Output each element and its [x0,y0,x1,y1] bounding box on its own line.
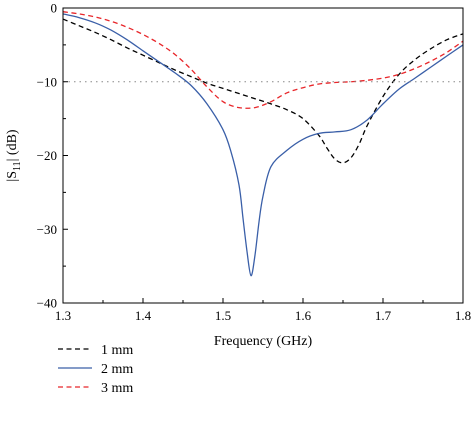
legend: 1 mm 2 mm 3 mm [58,343,133,396]
x-tick-label: 1.3 [55,308,71,323]
legend-label-3-mm: 3 mm [101,381,133,396]
y-axis-ticks: 0 −10 −20 −30 −40 [37,1,68,311]
series-line-2-mm [63,13,463,277]
y-axis-title: |S11| (dB) [5,129,23,182]
plot-area [63,11,463,277]
x-tick-label: 1.8 [455,308,471,323]
x-tick-label: 1.4 [135,308,152,323]
y-axis-title-main: |S [5,171,20,182]
x-tick-label: 1.6 [295,308,312,323]
x-tick-label: 1.5 [215,308,231,323]
y-tick-label: −20 [37,148,57,163]
y-axis-title-subscript: 11 [12,161,23,171]
y-tick-label: −30 [37,222,57,237]
series-line-3-mm [63,11,463,109]
plot-frame [62,7,464,304]
x-axis-title: Frequency (GHz) [214,334,313,349]
y-tick-label: −10 [37,74,57,89]
series-line-1-mm [63,18,463,164]
legend-label-1-mm: 1 mm [101,343,133,358]
x-tick-label: 1.7 [375,308,392,323]
y-tick-label: −40 [37,296,57,311]
y-axis-title-rest: | (dB) [5,129,20,161]
y-tick-label: 0 [51,1,58,16]
x-axis-ticks: 1.3 1.4 1.5 1.6 1.7 1.8 [55,298,471,323]
legend-label-2-mm: 2 mm [101,362,133,377]
